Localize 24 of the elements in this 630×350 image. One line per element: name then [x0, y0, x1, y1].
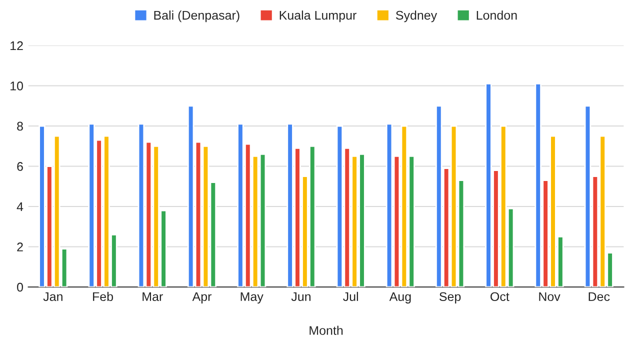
y-tick-label: 0	[17, 282, 23, 292]
x-tick-label: Apr	[192, 292, 212, 304]
y-tick-label: 6	[17, 162, 23, 171]
legend-label: Sydney	[396, 10, 438, 22]
legend-label: London	[476, 10, 517, 20]
x-tick-label: Jan	[43, 292, 62, 302]
y-tick-label: 10	[10, 82, 23, 90]
x-tick-label: Jun	[291, 292, 310, 302]
x-tick-label: Aug	[389, 292, 411, 304]
x-tick-label: Sep	[440, 292, 461, 304]
x-tick-label: Feb	[93, 292, 114, 302]
x-tick-label: Nov	[539, 292, 560, 302]
x-axis-title: Month	[310, 326, 343, 335]
x-tick-label: Jul	[343, 292, 358, 302]
y-tick-label: 2	[17, 242, 23, 252]
y-tick-label: 4	[16, 202, 24, 212]
y-tick-label: 12	[10, 41, 23, 50]
legend-label: Kuala Lumpur	[280, 10, 356, 22]
legend-label: Bali (Denpasar)	[154, 10, 240, 22]
y-tick-label: 8	[17, 122, 23, 131]
x-tick-label: Mar	[142, 292, 163, 302]
x-tick-label: Dec	[588, 292, 610, 302]
x-tick-label: May	[240, 292, 264, 304]
x-tick-label: Oct	[490, 292, 510, 302]
